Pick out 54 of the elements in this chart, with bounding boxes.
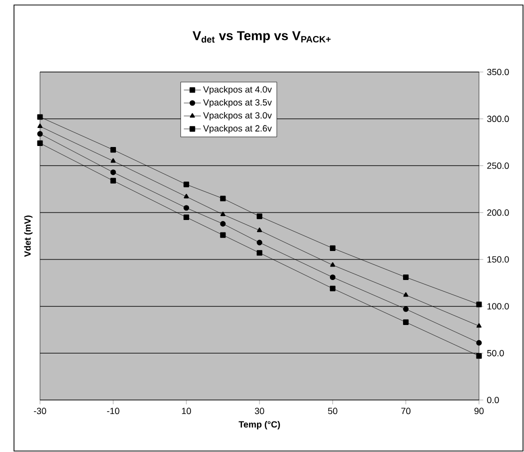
point [403, 274, 409, 280]
x-tick-label: 50 [328, 408, 338, 414]
chart-title: V$_{det}$ vs Temp vs V$_{PACK+}$ [192, 31, 331, 43]
point [184, 182, 190, 188]
y-tick-label: 100.0 [487, 303, 509, 310]
y-tick-label: 300.0 [487, 116, 509, 122]
point [476, 302, 482, 308]
x-tick-label: -10 [107, 408, 120, 414]
point [330, 286, 336, 292]
point [476, 340, 482, 346]
x-tick-label: 10 [182, 408, 191, 414]
x-axis-title: Temp (°C) [238, 420, 280, 430]
point [330, 274, 336, 280]
y-axis-title: Vdet (mV) [24, 216, 32, 257]
x-tick-label: 70 [401, 408, 410, 414]
y-tick-label: 150.0 [487, 256, 509, 263]
legend-label: Vpackpos at 3.5v [203, 98, 272, 108]
x-tick-label: -30 [34, 408, 46, 414]
x-tick-label: 90 [474, 408, 484, 414]
y-tick-label: 0.0 [487, 396, 499, 404]
point [403, 292, 408, 297]
point [38, 124, 42, 128]
point [257, 228, 262, 232]
legend-label: Vpackpos at 2.6v [203, 124, 272, 134]
point [403, 306, 409, 312]
point [37, 131, 43, 137]
point [220, 212, 226, 216]
point [256, 240, 262, 246]
point [330, 245, 336, 251]
point [110, 169, 116, 176]
legend-label: Vpackpos at 4.0v [203, 86, 272, 94]
y-tick-label: 200.0 [487, 209, 509, 216]
y-tick-label: 350.0 [487, 68, 509, 76]
point [110, 178, 116, 184]
point [256, 214, 262, 220]
point [220, 196, 226, 202]
point [220, 221, 226, 227]
y-tick-label: 250.0 [487, 162, 509, 169]
point [110, 146, 116, 153]
legend-label: Vpackpos at 3.0v [203, 112, 272, 120]
y-tick-label: 50.0 [487, 350, 504, 356]
point [110, 158, 116, 163]
point [37, 140, 43, 146]
point [184, 194, 189, 198]
point [184, 205, 190, 211]
point [403, 319, 409, 326]
x-tick-label: 30 [254, 408, 264, 414]
point [476, 353, 482, 359]
point [256, 250, 262, 256]
point [330, 262, 336, 267]
point [184, 214, 190, 220]
point [220, 232, 226, 238]
point [476, 323, 482, 328]
point [37, 114, 43, 120]
